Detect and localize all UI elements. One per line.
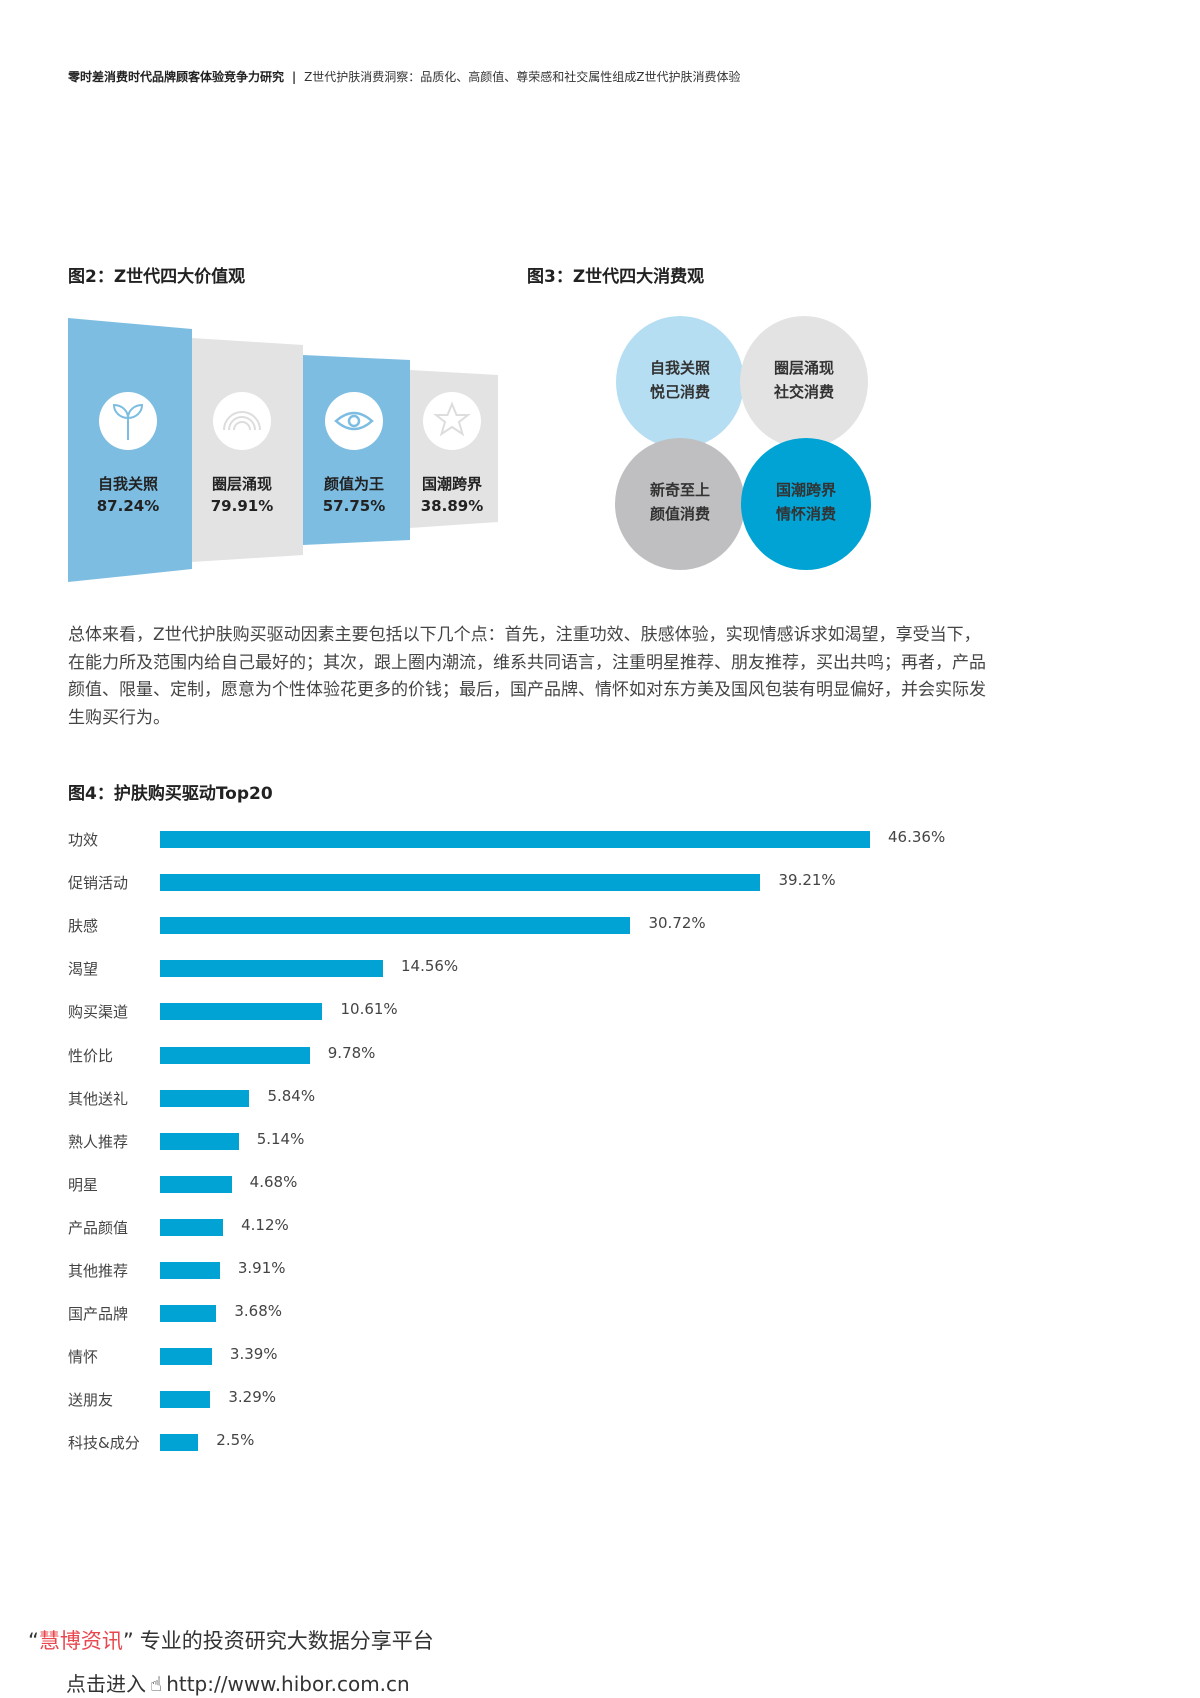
bar-value-label: 14.56%	[400, 957, 459, 976]
bar-value-label: 4.68%	[249, 1172, 298, 1191]
figure2-title: 图2：Z世代四大价值观	[68, 267, 246, 287]
circle-line1: 国潮跨界	[775, 481, 836, 499]
bar	[160, 1262, 220, 1279]
bar-value-label: 4.12%	[241, 1215, 289, 1234]
bar-value-label: 5.14%	[256, 1129, 305, 1148]
bar-category-label: 明星	[68, 1175, 99, 1194]
circle-line2: 社交消费	[773, 383, 834, 401]
bar-category-label: 国产品牌	[68, 1305, 129, 1324]
consumption-circle	[616, 316, 744, 448]
bar	[160, 1434, 199, 1452]
panel-bg	[68, 318, 192, 582]
bar	[160, 1218, 224, 1236]
panel-value: 87.24%	[96, 497, 160, 515]
circle-line2: 情怀消费	[775, 505, 836, 523]
panel-label: 自我关照	[97, 475, 158, 493]
brand-name: 慧博资讯	[38, 1629, 123, 1653]
bar	[160, 917, 631, 935]
consumption-circle	[741, 438, 871, 570]
bar	[160, 874, 761, 892]
bar	[160, 831, 870, 848]
circle-line1: 新奇至上	[649, 481, 710, 499]
consumption-circle	[615, 438, 745, 570]
bar	[160, 1132, 239, 1150]
body-paragraph: 总体来看，Z世代护肤购买驱动因素主要包括以下几个点：首先，注重功效、肤感体验，实…	[68, 625, 986, 728]
panel-value: 79.91%	[210, 497, 274, 515]
bar	[160, 1348, 212, 1366]
quote-mark: ”	[122, 1629, 134, 1653]
bar-value-label: 10.61%	[340, 1000, 398, 1019]
circle-line2: 颜值消费	[649, 505, 710, 523]
figure2-graphic	[68, 316, 871, 582]
panel-bg	[303, 355, 410, 545]
bar	[160, 1305, 217, 1323]
circle-line2: 悦己消费	[649, 383, 710, 401]
bar-value-label: 5.84%	[267, 1086, 316, 1105]
star-icon	[423, 392, 481, 450]
bar-category-label: 渴望	[68, 960, 99, 979]
bar-value-label: 3.68%	[234, 1302, 282, 1321]
circle-line1: 自我关照	[649, 359, 710, 377]
bar	[160, 1003, 323, 1021]
bar-value-label: 39.21%	[778, 871, 836, 890]
figure4-title: 图4：护肤购买驱动Top20	[68, 784, 273, 804]
figure3-title: 图3：Z世代四大消费观	[527, 267, 705, 287]
bar-value-label: 3.29%	[228, 1388, 277, 1407]
panel-label: 圈层涌现	[211, 475, 272, 493]
hand-pointer-icon: ☝	[150, 1672, 163, 1696]
eye-icon	[325, 392, 383, 450]
circle-line1: 圈层涌现	[773, 359, 834, 377]
bar	[160, 960, 383, 978]
bar-category-label: 促销活动	[68, 874, 129, 893]
panel-value: 38.89%	[420, 497, 484, 515]
running-header: 零时差消费时代品牌顾客体验竞争力研究 | Z世代护肤消费洞察：品质化、高颜值、尊…	[68, 68, 741, 85]
panel-value: 57.75%	[322, 497, 386, 515]
bar-category-label: 购买渠道	[68, 1003, 129, 1022]
report-title: 零时差消费时代品牌顾客体验竞争力研究	[68, 70, 285, 84]
rainbow-icon	[213, 392, 271, 450]
sprout-icon	[99, 392, 157, 450]
bar-category-label: 熟人推荐	[68, 1132, 129, 1151]
bar-category-label: 性价比	[68, 1046, 114, 1065]
bar-value-label: 9.78%	[327, 1043, 376, 1062]
section-title: Z世代护肤消费洞察：品质化、高颜值、尊荣感和社交属性组成Z世代护肤消费体验	[304, 70, 741, 84]
bar-category-label: 其他推荐	[68, 1262, 129, 1280]
bar-category-label: 情怀	[68, 1348, 99, 1367]
bar-category-label: 肤感	[68, 917, 99, 936]
panel-bg	[192, 338, 303, 562]
consumption-circle	[740, 316, 868, 448]
bar	[160, 1391, 211, 1409]
slogan: 专业的投资研究大数据分享平台	[139, 1629, 434, 1653]
bar-category-label: 产品颜值	[68, 1218, 129, 1237]
bar-value-label: 46.36%	[888, 828, 946, 846]
bar	[160, 1089, 250, 1107]
header-separator: |	[291, 70, 297, 84]
bar-value-label: 3.91%	[237, 1259, 286, 1277]
bar-category-label: 送朋友	[68, 1391, 114, 1410]
footer-link[interactable]: 点击进入 ☝ http://www.hibor.com.cn	[66, 1668, 410, 1697]
bar-value-label: 30.72%	[648, 914, 706, 933]
site-url[interactable]: http://www.hibor.com.cn	[166, 1672, 410, 1696]
bar-category-label: 其他送礼	[68, 1089, 129, 1108]
enter-label: 点击进入	[66, 1672, 146, 1696]
bar	[160, 1046, 310, 1064]
bar-category-label: 科技&成分	[68, 1434, 140, 1453]
quote-mark: “	[28, 1629, 39, 1653]
footer-slogan: “慧博资讯” 专业的投资研究大数据分享平台	[28, 1625, 434, 1655]
bar-category-label: 功效	[68, 831, 99, 849]
panel-label: 颜值为王	[323, 475, 384, 493]
bar	[160, 1175, 232, 1193]
panel-label: 国潮跨界	[421, 475, 482, 493]
bar-value-label: 2.5%	[216, 1431, 255, 1450]
bar-value-label: 3.39%	[229, 1345, 278, 1364]
